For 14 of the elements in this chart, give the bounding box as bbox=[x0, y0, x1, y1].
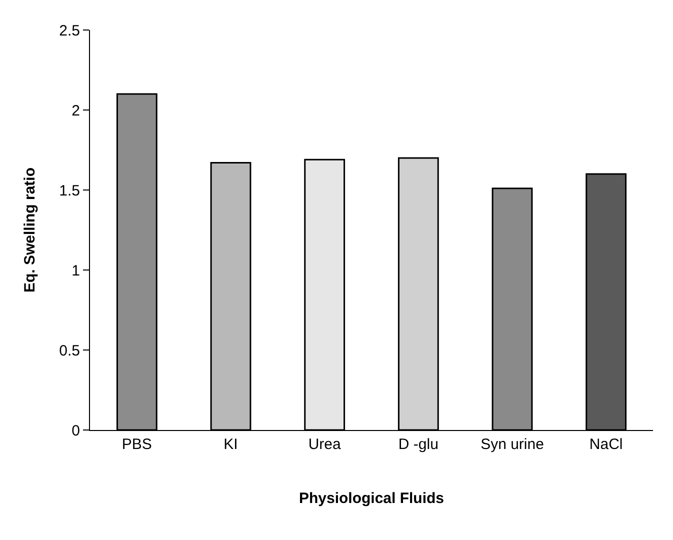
y-tick-label: 1 bbox=[72, 262, 80, 280]
x-tick-label: PBS bbox=[122, 436, 152, 453]
y-tick-label: 2.5 bbox=[59, 22, 80, 40]
x-tick-label: D -glu bbox=[398, 436, 438, 453]
x-tick-label: Urea bbox=[308, 436, 342, 453]
y-tick-label: 2 bbox=[72, 102, 80, 120]
x-axis-title: Physiological Fluids bbox=[298, 490, 444, 507]
x-tick-label: KI bbox=[224, 436, 238, 453]
y-axis-title: Eq. Swelling ratio bbox=[21, 167, 38, 293]
x-tick-label: NaCl bbox=[589, 436, 623, 453]
y-tick-label: 1.5 bbox=[59, 182, 80, 200]
x-tick-label: Syn urine bbox=[480, 436, 544, 453]
y-tick-label: 0 bbox=[72, 422, 80, 440]
y-tick-label: 0.5 bbox=[59, 342, 80, 360]
